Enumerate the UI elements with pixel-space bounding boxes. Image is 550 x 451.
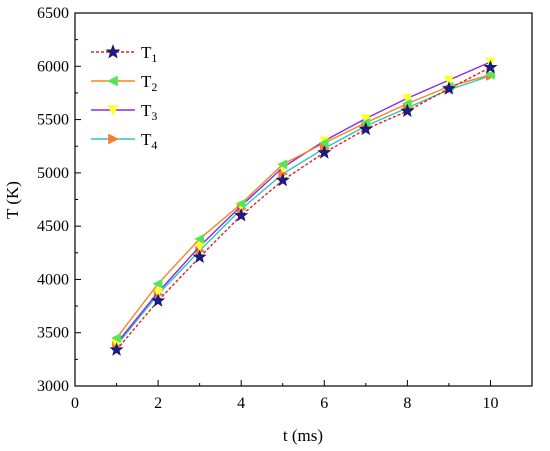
data-point — [360, 117, 371, 128]
y-tick-label: 5000 — [37, 165, 69, 182]
y-tick-label: 4000 — [37, 271, 69, 288]
data-point — [317, 145, 332, 159]
x-tick-label: 10 — [482, 395, 498, 412]
legend-label-subscript: 1 — [151, 51, 157, 65]
data-point — [484, 69, 495, 80]
data-point — [111, 333, 121, 343]
legend-label: T2 — [141, 72, 157, 94]
data-point — [441, 81, 456, 95]
series-t3 — [111, 57, 496, 349]
data-point — [192, 249, 207, 264]
series-line — [116, 61, 491, 344]
data-point — [401, 98, 412, 109]
legend-label: T1 — [141, 43, 157, 65]
legend-entry-t1: T1 — [91, 43, 157, 65]
data-point — [194, 241, 205, 252]
data-point — [152, 287, 164, 298]
x-tick-label: 8 — [403, 395, 411, 412]
x-tick-label: 0 — [71, 395, 79, 412]
series-t2 — [111, 69, 495, 343]
series-t4 — [112, 70, 496, 351]
data-point — [194, 233, 205, 244]
y-tick-label: 3000 — [37, 378, 69, 395]
series-line — [115, 74, 491, 339]
y-tick-label: 6500 — [37, 5, 69, 22]
legend-entry-t2: T2 — [91, 72, 157, 94]
x-tick-label: 2 — [154, 395, 162, 412]
data-point — [277, 159, 288, 170]
legend-marker — [107, 75, 118, 87]
legend-label-subscript: 4 — [151, 138, 157, 152]
data-point — [360, 114, 372, 125]
y-tick-label: 3500 — [37, 325, 69, 342]
x-tick-label: 4 — [237, 395, 245, 412]
series-line — [116, 66, 491, 351]
x-axis-label: t (ms) — [283, 426, 323, 445]
data-point — [443, 75, 455, 86]
legend-marker — [107, 105, 119, 116]
legend-marker — [108, 133, 119, 145]
data-point — [275, 172, 290, 187]
data-point — [483, 59, 498, 74]
legend-label: T4 — [141, 130, 157, 152]
data-point — [109, 342, 124, 356]
data-point — [235, 198, 246, 209]
legend-label-subscript: 2 — [151, 80, 157, 94]
legend-marker — [105, 44, 121, 59]
y-axis-label: T (K) — [3, 181, 22, 219]
y-tick-label: 5500 — [37, 112, 69, 129]
data-point — [151, 293, 166, 307]
data-point — [278, 168, 289, 179]
legend-label-subscript: 3 — [151, 109, 157, 123]
data-point — [400, 103, 415, 117]
data-point — [318, 138, 329, 148]
data-point — [358, 121, 373, 136]
data-point — [402, 93, 413, 104]
legend-entry-t3: T3 — [91, 101, 157, 123]
y-tick-label: 4500 — [37, 218, 69, 235]
series-line — [116, 75, 491, 346]
data-point — [234, 208, 249, 222]
x-tick-label: 6 — [320, 395, 328, 412]
series-t1 — [109, 59, 498, 356]
plot-frame — [74, 12, 533, 387]
legend-label: T3 — [141, 101, 157, 123]
legend-entry-t4: T4 — [91, 130, 157, 152]
data-point — [152, 278, 163, 289]
y-tick-label: 6000 — [37, 58, 69, 75]
